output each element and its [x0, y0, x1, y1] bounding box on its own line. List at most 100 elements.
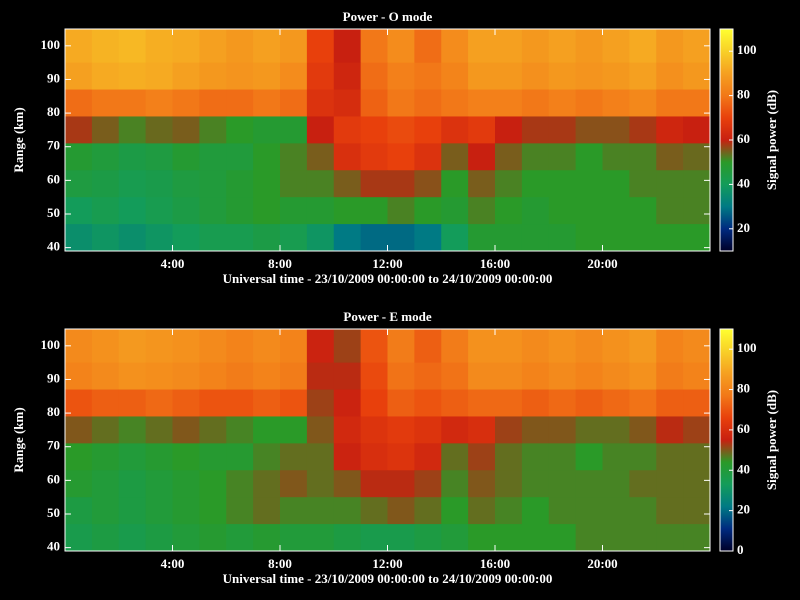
heatmap-cell: [387, 89, 415, 117]
heatmap-cell: [468, 470, 496, 498]
heatmap-cell: [199, 29, 227, 64]
heatmap-cell: [306, 29, 335, 64]
heatmap-cell: [226, 116, 254, 144]
colorbar: [719, 328, 734, 552]
heatmap-cell: [602, 197, 630, 225]
heatmap-cell: [145, 224, 173, 251]
heatmap-cell: [253, 89, 281, 117]
heatmap-cell: [172, 89, 200, 117]
x-tick-label: 16:00: [480, 556, 510, 571]
heatmap-cell: [656, 224, 684, 251]
heatmap-cell: [468, 116, 496, 144]
heatmap-cell: [333, 524, 362, 551]
heatmap-cell: [253, 470, 281, 498]
heatmap-cell: [656, 389, 684, 417]
heatmap-cell: [118, 170, 147, 198]
heatmap-cell: [306, 143, 335, 171]
y-tick-label: 70: [47, 138, 60, 153]
heatmap-cell: [333, 197, 362, 225]
heatmap-cell: [253, 116, 281, 144]
heatmap-cell: [468, 224, 496, 251]
x-tick-label: 20:00: [587, 556, 617, 571]
heatmap-cell: [172, 329, 200, 364]
heatmap-cell: [387, 329, 415, 364]
heatmap-cell: [683, 362, 710, 391]
heatmap-cell: [306, 389, 335, 417]
heatmap-cell: [226, 170, 254, 198]
heatmap-cell: [280, 170, 308, 198]
heatmap-cell: [414, 416, 442, 444]
colorbar-label: Signal power (dB): [764, 90, 779, 190]
x-tick-label: 20:00: [587, 256, 617, 271]
heatmap-cell: [387, 197, 415, 225]
heatmap-cell: [199, 329, 227, 364]
heatmap-cell: [280, 443, 308, 471]
heatmap-cell: [683, 62, 710, 91]
heatmap-cell: [575, 497, 603, 525]
heatmap-cell: [91, 416, 120, 444]
heatmap-cells: [65, 329, 710, 551]
heatmap-cell: [602, 524, 630, 551]
heatmap-cell: [199, 389, 227, 417]
heatmap-cell: [441, 416, 469, 444]
heatmap-cell: [468, 62, 496, 91]
heatmap-cell: [145, 524, 173, 551]
heatmap-cell: [468, 497, 496, 525]
heatmap-cell: [199, 524, 227, 551]
heatmap-cell: [414, 143, 442, 171]
heatmap-cell: [306, 329, 335, 364]
heatmap-cell: [91, 470, 120, 498]
heatmap-cell: [360, 89, 388, 117]
heatmap-cell: [145, 389, 173, 417]
heatmap-cell: [629, 170, 657, 198]
colorbar-tick-label: 20: [737, 220, 750, 235]
heatmap-cell: [656, 443, 684, 471]
heatmap-cell: [575, 443, 603, 471]
heatmap-cell: [387, 443, 415, 471]
heatmap-cell: [172, 443, 200, 471]
heatmap-cell: [656, 170, 684, 198]
heatmap-cell: [629, 470, 657, 498]
colorbar-tick-label: 60: [737, 131, 750, 146]
x-tick-label: 8:00: [268, 256, 292, 271]
heatmap-cell: [441, 197, 469, 225]
heatmap-cell: [253, 416, 281, 444]
x-tick-label: 4:00: [161, 256, 185, 271]
heatmap-cell: [280, 116, 308, 144]
heatmap-cell: [548, 143, 577, 171]
heatmap-cell: [333, 89, 362, 117]
heatmap-cell: [333, 470, 362, 498]
heatmap-cell: [602, 470, 630, 498]
heatmap-cell: [414, 497, 442, 525]
heatmap-cell: [91, 389, 120, 417]
heatmap-cell: [602, 224, 630, 251]
heatmap-cell: [602, 170, 630, 198]
y-tick-label: 40: [47, 539, 60, 554]
heatmap-cell: [495, 362, 523, 391]
heatmap-cell: [333, 143, 362, 171]
heatmap-cell: [226, 29, 254, 64]
heatmap-cell: [199, 62, 227, 91]
heatmap-cell: [360, 62, 388, 91]
colorbar-tick-label: 0: [737, 542, 744, 557]
heatmap-cell: [575, 197, 603, 225]
heatmap-cell: [683, 116, 710, 144]
heatmap-cell: [253, 224, 281, 251]
heatmap-cell: [548, 362, 577, 391]
heatmap-cell: [91, 143, 120, 171]
y-axis-label: Range (km): [11, 107, 26, 172]
heatmap-cell: [414, 470, 442, 498]
heatmap-cell: [333, 29, 362, 64]
heatmap-cell: [548, 329, 577, 364]
heatmap-cell: [575, 143, 603, 171]
heatmap-cell: [199, 443, 227, 471]
heatmap-cell: [629, 443, 657, 471]
heatmap-cell: [118, 224, 147, 251]
heatmap-cell: [172, 224, 200, 251]
heatmap-cell: [575, 89, 603, 117]
heatmap-cell: [306, 470, 335, 498]
heatmap-cell: [387, 170, 415, 198]
heatmap-cell: [280, 389, 308, 417]
heatmap-cell: [629, 497, 657, 525]
heatmap-cell: [333, 416, 362, 444]
